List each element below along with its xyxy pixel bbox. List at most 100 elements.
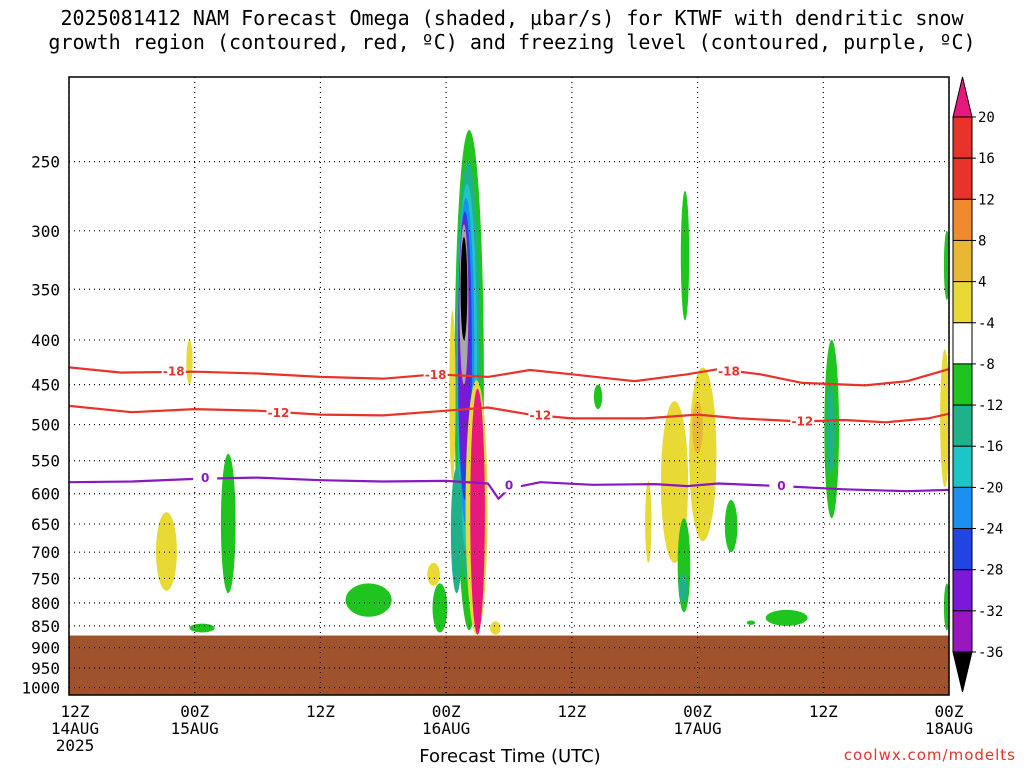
credit-text: coolwx.com/modelts [843,746,1016,764]
y-tick-label: 850 [31,617,60,636]
omega-region--12 [678,573,688,603]
x-tick-label: 12Z [557,702,586,721]
contour-label-bg [790,413,815,429]
colorbar-label: 4 [978,275,986,291]
x-tick-label: 12Z [809,702,838,721]
x-tick-label: 14AUG [51,719,99,738]
omega-region--36 [460,237,468,340]
colorbar-label: 16 [978,151,995,167]
colorbar-label: -16 [978,439,1003,455]
y-tick-label: 800 [31,594,60,613]
x-tick-label: 17AUG [673,719,721,738]
omega-region-4 [155,512,177,591]
omega-region-4 [660,401,689,563]
y-tick-label: 350 [31,280,60,299]
colorbar-top-arrow [952,76,973,118]
omega-region--8 [220,453,236,594]
colorbar-label: -12 [978,398,1003,414]
contour-label: -12 [530,408,552,422]
contour-label-bg [717,363,741,379]
chart-title-line2: growth region (contoured, red, ºC) and f… [48,30,976,54]
omega-region-20 [470,388,485,635]
colorbar-label: 8 [978,233,986,249]
contour-label-bg [769,478,794,494]
omega-region-4 [186,339,193,385]
contour-label: -12 [268,406,290,420]
colorbar-swatch [952,528,973,571]
plot-background [69,77,949,695]
x-tick-label: 18AUG [925,719,973,738]
colorbar-bottom-arrow [952,651,973,693]
contour-label: -18 [425,368,447,382]
omega-region--8 [746,620,756,625]
omega-region-4 [645,480,652,563]
contour-label: -18 [718,365,740,379]
omega-region--8 [345,583,392,617]
x-tick-label: 15AUG [171,719,219,738]
y-tick-label: 500 [31,416,60,435]
colorbar-label: -8 [978,357,995,373]
colorbar-label: -32 [978,604,1003,620]
colorbar-swatch [952,198,973,241]
chart-title: 2025081412 NAM Forecast Omega (shaded, µ… [0,6,1024,54]
x-tick-label: 00Z [180,702,209,721]
colorbar-swatch [952,445,973,488]
y-tick-label: 700 [31,543,60,562]
omega-region-4 [689,367,717,542]
y-tick-label: 600 [31,485,60,504]
colorbar-label: 12 [978,192,995,208]
omega-shading-layer [155,130,949,635]
x-tick-label: 00Z [432,702,461,721]
contour-label-bg [193,470,218,486]
omega-region--8 [765,609,808,626]
contour-label: -18 [163,365,185,379]
y-tick-label: 250 [31,153,60,172]
contour-label: 0 [505,478,513,492]
plot-frame [68,76,950,696]
colorbar-swatch [952,569,973,612]
contour-label-bg [528,407,553,423]
colorbar-swatch [952,610,973,653]
colorbar-label: -20 [978,480,1003,496]
colorbar-swatch [952,281,973,324]
colorbar-label: 20 [978,110,995,126]
colorbar-swatch [952,363,973,406]
contour-label: 0 [201,471,209,485]
y-tick-label: 550 [31,452,60,471]
omega-region--8 [724,499,738,553]
omega-region-4 [940,349,949,488]
colorbar-swatch [952,239,973,283]
x-tick-label: 00Z [683,702,712,721]
colorbar-label: -4 [978,316,995,332]
colorbar-swatch [952,322,973,365]
colorbar: 20 16 12 8 4 -4 -8 -12 -16 -20 -24 -28 -32 -36 [952,76,1003,693]
colorbar-swatch [952,404,973,447]
omega-region-4 [427,562,440,586]
omega-region--12 [826,384,835,475]
terrain-layer [69,635,949,695]
y-tick-label: 950 [31,659,60,678]
y-tick-label: 650 [31,515,60,534]
y-tick-label: 400 [31,331,60,350]
contour--18 [69,366,949,387]
x-tick-label: 00Z [935,702,964,721]
terrain-fill [69,635,949,695]
contour-label-bg [161,363,186,379]
x-tick-label: 12Z [306,702,335,721]
y-tick-label: 300 [31,222,60,241]
contour-label: -12 [791,415,813,429]
y-tick-label: 750 [31,569,60,588]
contour-label: 0 [777,479,785,493]
omega-region--12b [450,467,463,594]
omega-region--8 [943,583,949,631]
omega-region-4 [490,621,501,635]
y-tick-label: 1000 [21,678,60,697]
colorbar-swatch [952,157,973,200]
colorbar-label: -28 [978,563,1003,579]
x-axis-title: Forecast Time (UTC) [419,746,601,767]
omega-region-4 [449,310,456,481]
contour-label-bg [497,477,521,493]
contour-label-bg [423,367,448,383]
colorbar-swatch [952,486,973,530]
